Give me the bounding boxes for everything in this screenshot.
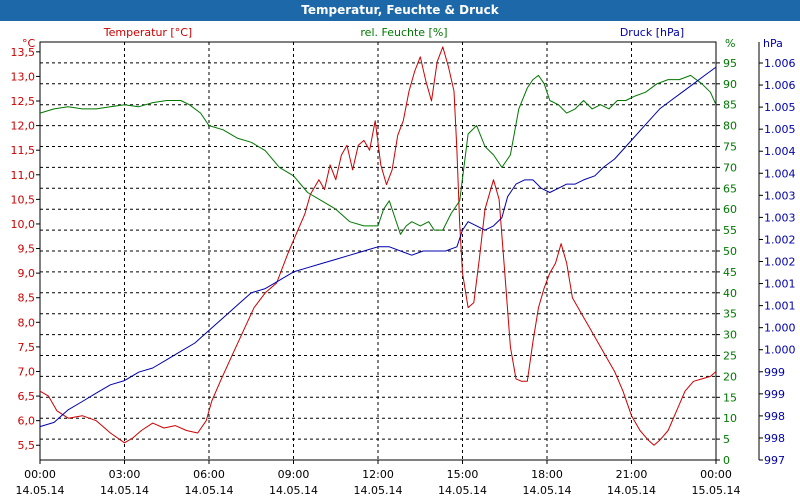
temperature-tick-label: 10,0 [11,218,36,231]
time-tick-label: 06:00 [193,468,225,481]
time-tick-label: 12:00 [362,468,394,481]
temperature-tick-label: 12,0 [11,120,36,133]
pressure-tick-label: 1.003 [764,189,796,202]
humidity-tick-label: 35 [723,308,737,321]
date-tick-label: 14.05.14 [354,484,403,497]
pressure-axis-label: Druck [hPa] [620,26,684,39]
temperature-tick-label: 5,5 [18,439,36,452]
temperature-tick-label: 6,5 [18,390,36,403]
temperature-tick-label: 11,5 [11,144,36,157]
time-tick-label: 00:00 [24,468,56,481]
pressure-tick-label: 1.006 [764,57,796,70]
temperature-tick-label: 8,0 [18,316,36,329]
date-tick-label: 14.05.14 [607,484,656,497]
humidity-tick-label: 65 [723,182,737,195]
humidity-tick-label: 95 [723,57,737,70]
humidity-tick-label: 10 [723,412,737,425]
date-tick-label: 14.05.14 [100,484,149,497]
humidity-tick-label: 15 [723,391,737,404]
pressure-unit-label: hPa [763,37,783,50]
pressure-tick-label: 999 [764,366,785,379]
time-tick-label: 00:00 [700,468,732,481]
temperature-axis: 5,5 6,0 6,5 7,0 7,5 8,0 8,5 9,0 9,5 10,0 10,5 11,0 1… [11,46,40,452]
pressure-tick-label: 1.004 [764,167,796,180]
temperature-tick-label: 11,0 [11,169,36,182]
chart-area: °C Temperatur [°C] rel. Feuchte [%] Druc… [0,21,800,500]
pressure-tick-label: 1.001 [764,300,796,313]
humidity-series-line [39,74,717,235]
pressure-tick-label: 998 [764,432,785,445]
date-tick-label: 14.05.14 [269,484,318,497]
chart-title: Temperatur, Feuchte & Druck [0,0,800,21]
time-tick-label: 03:00 [109,468,141,481]
temperature-series-line [39,46,717,446]
humidity-tick-label: 70 [723,161,737,174]
pressure-tick-label: 1.005 [764,123,796,136]
pressure-tick-label: 998 [764,410,785,423]
humidity-tick-label: 85 [723,99,737,112]
date-tick-label: 14.05.14 [185,484,234,497]
humidity-tick-label: 40 [723,287,737,300]
time-tick-label: 15:00 [447,468,479,481]
temperature-tick-label: 12,5 [11,95,36,108]
humidity-tick-label: 0 [723,454,730,467]
humidity-tick-label: 25 [723,350,737,363]
temperature-axis-label: Temperatur [°C] [103,26,192,39]
pressure-tick-label: 997 [764,454,785,467]
temperature-tick-label: 7,5 [18,341,36,354]
pressure-axis: 997 998 998 999 999 1.000 1.000 1.001 1.001 1.002… [758,42,796,467]
humidity-tick-label: 80 [723,120,737,133]
temperature-tick-label: 10,5 [11,193,36,206]
date-tick-label: 14.05.14 [438,484,487,497]
date-tick-label: 15.05.14 [692,484,741,497]
time-tick-label: 09:00 [278,468,310,481]
pressure-tick-label: 1.001 [764,278,796,291]
series-layer [39,46,717,446]
humidity-axis-label: rel. Feuchte [%] [360,26,447,39]
temperature-tick-label: 9,5 [18,243,36,256]
humidity-tick-label: 30 [723,329,737,342]
humidity-tick-label: 45 [723,266,737,279]
humidity-unit-label: % [725,37,735,50]
humidity-tick-label: 20 [723,370,737,383]
temperature-tick-label: 6,0 [18,415,36,428]
grid-lines [40,42,716,460]
humidity-tick-label: 50 [723,245,737,258]
pressure-tick-label: 1.005 [764,101,796,114]
pressure-tick-label: 1.000 [764,344,796,357]
temperature-tick-label: 9,0 [18,267,36,280]
humidity-tick-label: 5 [723,433,730,446]
chart-background [0,21,800,500]
pressure-series-line [39,66,717,428]
humidity-tick-label: 55 [723,224,737,237]
pressure-tick-label: 1.000 [764,322,796,335]
humidity-tick-label: 90 [723,78,737,91]
pressure-tick-label: 1.002 [764,256,796,269]
pressure-tick-label: 1.004 [764,145,796,158]
time-tick-label: 21:00 [616,468,648,481]
temperature-tick-label: 13,5 [11,46,36,59]
date-tick-label: 14.05.14 [523,484,572,497]
humidity-axis: 0 5 10 15 20 25 30 35 40 45 50 55 60 65 70 75 80 85 90 95 [716,57,737,467]
humidity-tick-label: 60 [723,203,737,216]
pressure-tick-label: 1.006 [764,79,796,92]
pressure-tick-label: 999 [764,388,785,401]
temperature-tick-label: 13,0 [11,70,36,83]
time-axis: 00:00 14.05.14 03:00 14.05.14 06:00 14.05.14 0… [16,460,741,497]
pressure-tick-label: 1.002 [764,233,796,246]
time-tick-label: 18:00 [531,468,563,481]
humidity-tick-label: 75 [723,141,737,154]
temperature-tick-label: 7,0 [18,365,36,378]
date-tick-label: 14.05.14 [16,484,65,497]
temperature-unit-label: °C [22,37,36,50]
temperature-tick-label: 8,5 [18,292,36,305]
pressure-tick-label: 1.003 [764,211,796,224]
